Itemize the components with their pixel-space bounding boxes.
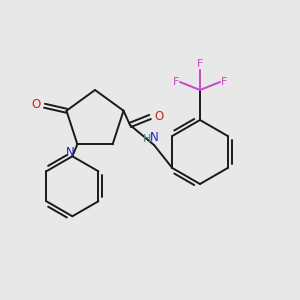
Text: F: F xyxy=(172,77,179,87)
Text: F: F xyxy=(221,77,227,87)
Text: F: F xyxy=(197,59,203,69)
Text: O: O xyxy=(154,110,163,124)
Text: N: N xyxy=(150,131,158,144)
Text: N: N xyxy=(66,146,74,159)
Text: O: O xyxy=(31,98,40,111)
Text: H: H xyxy=(143,134,151,144)
